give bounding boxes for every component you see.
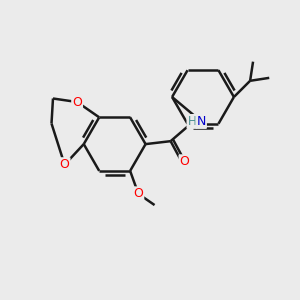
Text: O: O (179, 155, 189, 168)
Text: N: N (196, 115, 206, 128)
Text: O: O (60, 158, 70, 171)
Text: O: O (134, 188, 143, 200)
Text: H: H (188, 115, 196, 128)
Text: O: O (72, 95, 82, 109)
